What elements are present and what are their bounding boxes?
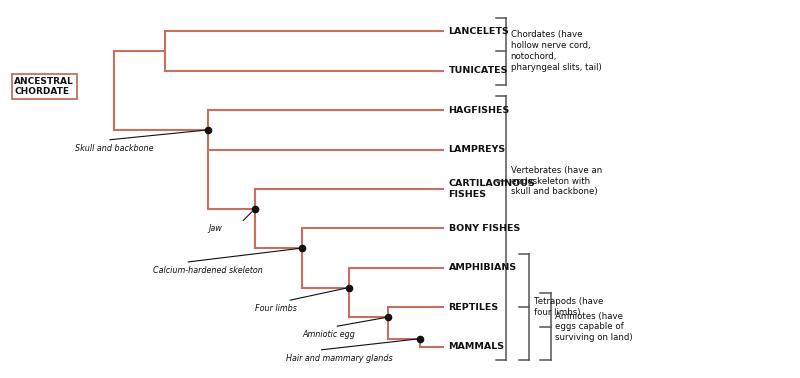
Text: REPTILES: REPTILES [449,303,498,312]
Text: Amniotes (have
eggs capable of
surviving on land): Amniotes (have eggs capable of surviving… [555,312,633,342]
Text: Four limbs: Four limbs [255,304,297,313]
Text: HAGFISHES: HAGFISHES [449,106,510,115]
Text: Jaw: Jaw [208,225,222,234]
Text: CARTILAGINOUS
FISHES: CARTILAGINOUS FISHES [449,179,535,199]
Text: Calcium-hardened skeleton: Calcium-hardened skeleton [153,266,263,275]
Text: Vertebrates (have an
endoskeleton with
skull and backbone): Vertebrates (have an endoskeleton with s… [510,166,602,196]
Text: LAMPREYS: LAMPREYS [449,145,506,154]
Text: Amniotic egg: Amniotic egg [302,330,355,339]
Text: Hair and mammary glands: Hair and mammary glands [286,354,393,363]
Text: Skull and backbone: Skull and backbone [74,144,153,153]
Text: AMPHIBIANS: AMPHIBIANS [449,263,517,272]
Text: Tetrapods (have
four limbs): Tetrapods (have four limbs) [534,297,603,317]
Text: BONY FISHES: BONY FISHES [449,224,520,233]
Text: LANCELETS: LANCELETS [449,27,510,36]
Text: TUNICATES: TUNICATES [449,66,508,75]
Text: ANCESTRAL
CHORDATE: ANCESTRAL CHORDATE [14,77,74,96]
Text: MAMMALS: MAMMALS [449,342,505,351]
Text: Chordates (have
hollow nerve cord,
notochord,
pharyngeal slits, tail): Chordates (have hollow nerve cord, notoc… [510,31,602,72]
